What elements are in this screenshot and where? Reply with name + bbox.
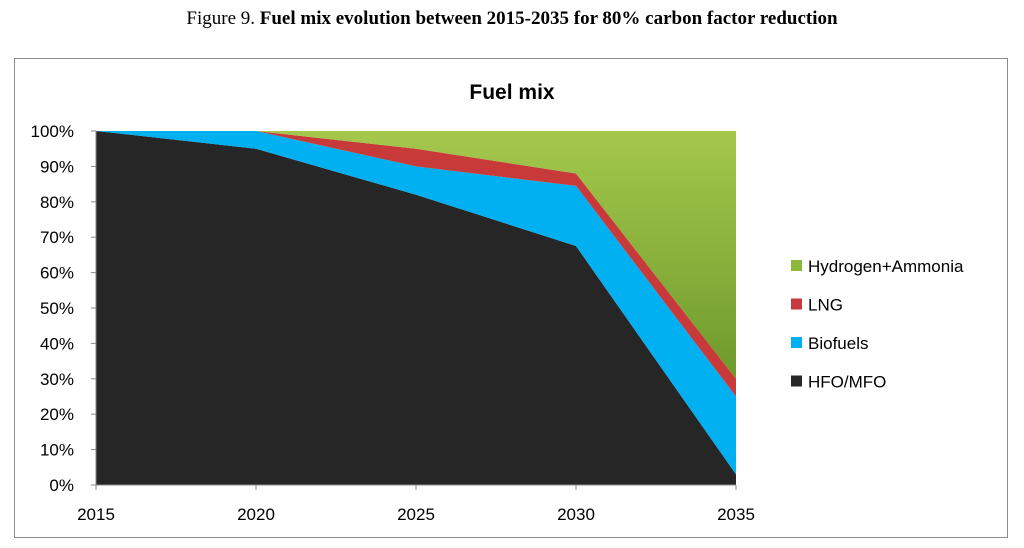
- figure-number: Figure 9.: [186, 8, 255, 29]
- x-tick-label: 2030: [557, 505, 595, 524]
- figure-caption: Figure 9. Fuel mix evolution between 201…: [0, 8, 1024, 30]
- y-axis-ticks: 0% 10% 20% 30% 40% 50% 60% 70% 80% 90% 100%: [31, 122, 96, 495]
- y-tick-label: 50%: [40, 299, 74, 318]
- legend: Hydrogen+Ammonia LNG Biofuels HFO/MFO: [791, 257, 964, 392]
- area-hfo-mfo: [96, 131, 736, 485]
- area-biofuels: [96, 131, 736, 475]
- legend-label: HFO/MFO: [808, 373, 886, 392]
- legend-swatch: [791, 298, 802, 310]
- y-tick-label: 0%: [49, 476, 74, 495]
- x-tick-label: 2015: [77, 505, 115, 524]
- area-hydrogen-ammonia: [96, 131, 736, 379]
- y-tick-label: 10%: [40, 441, 74, 460]
- chart-title: Fuel mix: [469, 81, 555, 104]
- legend-swatch: [791, 375, 802, 387]
- legend-label: Biofuels: [808, 334, 868, 353]
- y-tick-label: 90%: [40, 157, 74, 176]
- y-tick-label: 40%: [40, 334, 74, 353]
- legend-swatch: [791, 260, 802, 271]
- x-tick-label: 2020: [237, 505, 275, 524]
- y-tick-label: 60%: [40, 264, 74, 283]
- figure-title: Fuel mix evolution between 2015-2035 for…: [259, 8, 838, 29]
- y-tick-label: 100%: [31, 122, 74, 141]
- y-tick-label: 30%: [40, 370, 74, 389]
- y-tick-label: 20%: [40, 405, 74, 424]
- legend-label: Hydrogen+Ammonia: [808, 257, 964, 276]
- legend-label: LNG: [808, 296, 843, 315]
- x-tick-label: 2035: [717, 505, 755, 524]
- y-tick-label: 80%: [40, 193, 74, 212]
- area-series-group: [96, 131, 736, 485]
- y-tick-label: 70%: [40, 228, 74, 247]
- legend-swatch: [791, 337, 802, 348]
- x-tick-label: 2025: [397, 505, 435, 524]
- x-axis-ticks: 2015 2020 2025 2030 2035: [77, 485, 755, 524]
